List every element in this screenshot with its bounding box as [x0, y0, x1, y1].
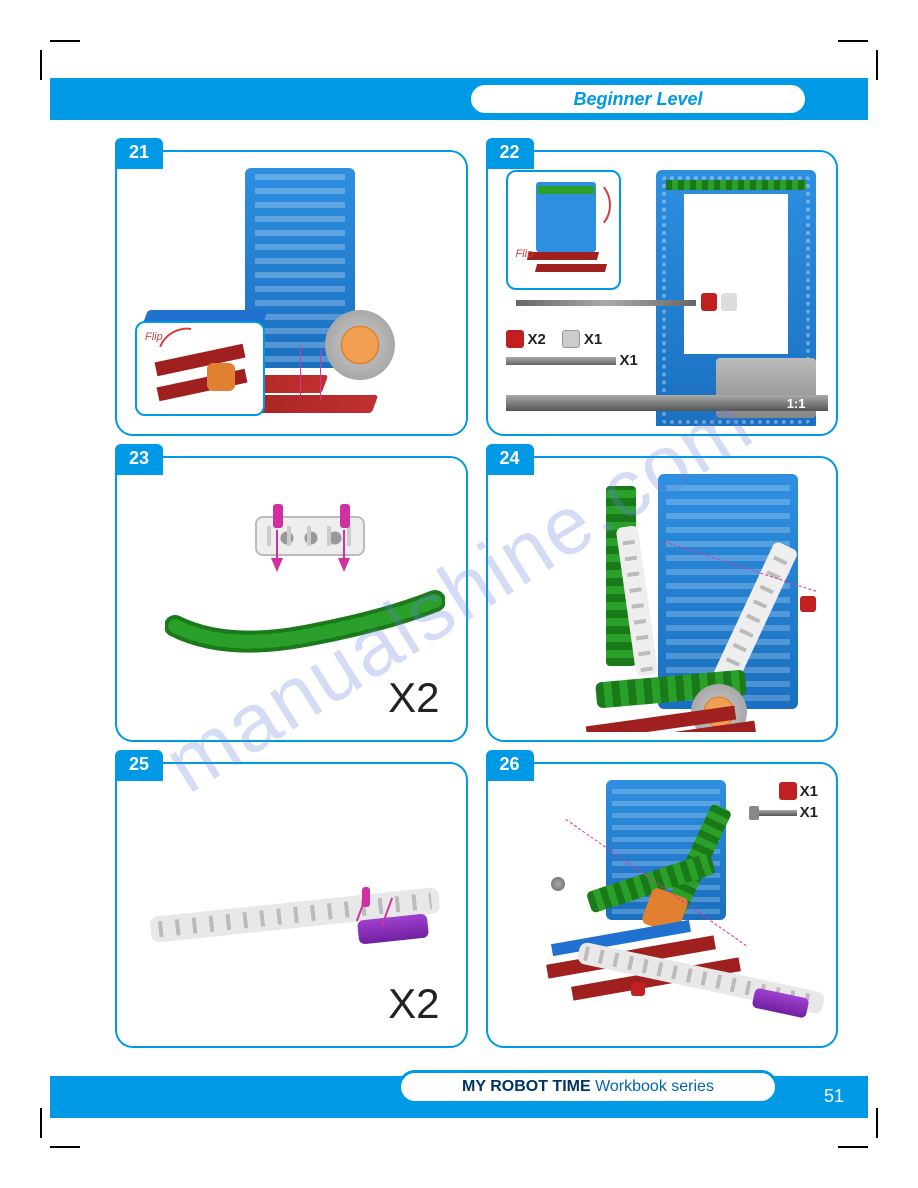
bushing-red-icon	[779, 782, 797, 800]
step-21-illustration: Flip	[125, 160, 458, 426]
multiplier-label: X2	[388, 980, 439, 1028]
step-22-parts-callout: X2 X1 X1	[506, 330, 671, 373]
bushing-red-icon	[506, 330, 524, 348]
footer-brand: MY ROBOT TIME Workbook series	[462, 1078, 714, 1096]
step-box-24: 24	[486, 456, 839, 742]
step-box-22: 22 Flip	[486, 150, 839, 436]
bushing-white-icon	[562, 330, 580, 348]
crop-mark-tr	[828, 10, 908, 70]
axle-grey-icon	[506, 357, 616, 365]
part-qty: X2	[528, 331, 546, 348]
screw-grey-icon	[757, 810, 797, 816]
header-title: Beginner Level	[573, 89, 702, 110]
step-22-inset: Flip	[506, 170, 621, 290]
header-banner: Beginner Level	[50, 78, 868, 120]
step-21-inset: Flip	[135, 321, 265, 416]
part-qty: X1	[800, 804, 818, 821]
step-24-illustration	[496, 466, 829, 732]
step-26-parts-callout: X1 X1	[748, 782, 818, 825]
scale-label: 1:1	[787, 396, 806, 411]
multiplier-label: X2	[388, 674, 439, 722]
footer-banner: MY ROBOT TIME Workbook series 51	[50, 1076, 868, 1118]
content-area: 21 Flip	[115, 150, 838, 1048]
step-box-23: 23 X2	[115, 456, 468, 742]
step-22-illustration: Flip X2 X1 X1	[496, 160, 829, 426]
footer-series-text: Workbook series	[595, 1078, 714, 1095]
inset-flip-label: Flip	[145, 331, 163, 343]
step-26-illustration: X1 X1	[496, 772, 829, 1038]
part-qty: X1	[584, 331, 602, 348]
crop-mark-br	[828, 1118, 908, 1178]
step-23-illustration: X2	[125, 466, 458, 732]
inset-flip-label: Flip	[516, 248, 534, 260]
footer-brand-text: MY ROBOT TIME	[462, 1078, 591, 1095]
crop-mark-bl	[10, 1118, 90, 1178]
page-number: 51	[824, 1086, 844, 1107]
scale-bar: 1:1	[506, 395, 829, 411]
step-box-25: 25 X2	[115, 762, 468, 1048]
header-pill: Beginner Level	[468, 82, 808, 116]
step-box-26: 26	[486, 762, 839, 1048]
crop-mark-tl	[10, 10, 90, 70]
step-25-illustration: X2	[125, 772, 458, 1038]
footer-pill: MY ROBOT TIME Workbook series	[398, 1070, 778, 1104]
steps-grid: 21 Flip	[115, 150, 838, 1048]
part-qty: X1	[800, 783, 818, 800]
step-box-21: 21 Flip	[115, 150, 468, 436]
part-qty: X1	[620, 352, 638, 369]
